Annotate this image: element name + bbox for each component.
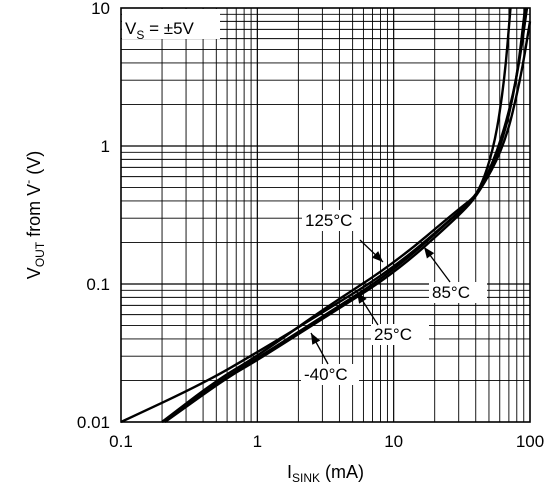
x-tick-label: 10 bbox=[384, 432, 403, 451]
x-tick-labels: 0.1 1 10 100 bbox=[109, 432, 544, 451]
y-tick-labels: 0.01 0.1 1 10 bbox=[77, 0, 110, 432]
plot-frame bbox=[120, 7, 531, 423]
y-tick-label: 0.1 bbox=[86, 275, 110, 294]
annotation-arrowhead bbox=[357, 292, 367, 304]
annotation-arrowhead bbox=[371, 251, 383, 262]
annotation-label: -40°C bbox=[304, 365, 348, 384]
annotation-label: 25°C bbox=[374, 325, 412, 344]
series-line--40C bbox=[120, 7, 512, 424]
condition-label: VS = ±5V bbox=[122, 9, 220, 42]
series-lines bbox=[120, 7, 532, 424]
x-tick-label: 1 bbox=[253, 432, 262, 451]
annotations: 125°C 85°C 25°C -40°C bbox=[301, 210, 487, 385]
series-line-85C bbox=[164, 21, 532, 423]
y-tick-label: 1 bbox=[101, 137, 110, 156]
annotation-arrowhead bbox=[311, 333, 321, 345]
series-line-125C bbox=[161, 7, 527, 423]
annotation-bg bbox=[371, 324, 429, 345]
annotation-arrowhead bbox=[424, 247, 435, 259]
y-axis-label: VOUT from V- (V) bbox=[21, 151, 47, 279]
annotation-label: 85°C bbox=[432, 283, 470, 302]
x-tick-label: 0.1 bbox=[109, 432, 133, 451]
condition-label-bg bbox=[122, 9, 220, 39]
condition-text: VS = ±5V bbox=[125, 19, 195, 42]
annotation-bg bbox=[302, 210, 360, 231]
annotation-bg bbox=[301, 364, 359, 385]
annotation-label: 125°C bbox=[305, 211, 352, 230]
x-tick-label: 100 bbox=[516, 432, 544, 451]
x-axis-label: ISINK (mA) bbox=[287, 462, 364, 485]
y-tick-label: 10 bbox=[91, 0, 110, 18]
annotation-bg bbox=[429, 282, 487, 303]
y-tick-label: 0.01 bbox=[77, 413, 110, 432]
